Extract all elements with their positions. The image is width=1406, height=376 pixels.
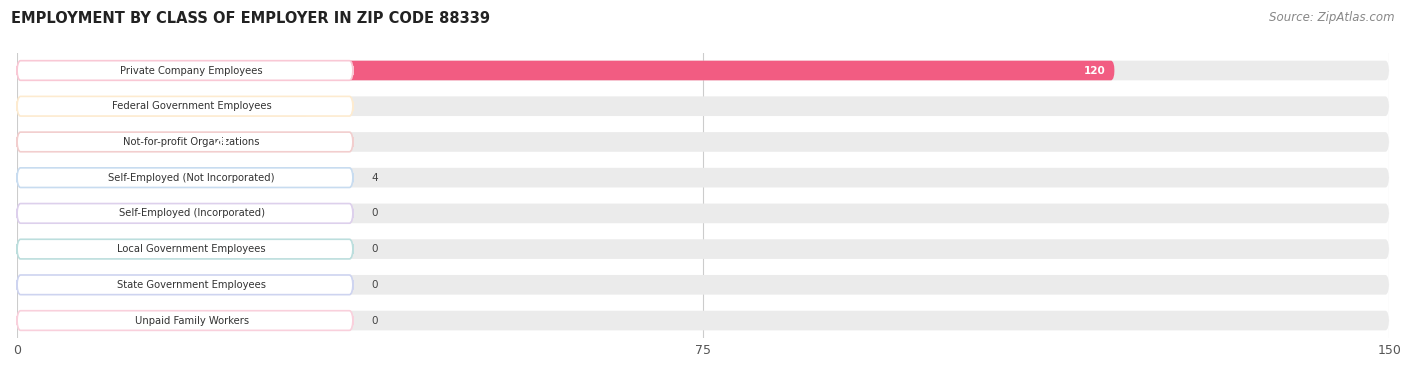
Text: Not-for-profit Organizations: Not-for-profit Organizations xyxy=(124,137,260,147)
Text: Private Company Employees: Private Company Employees xyxy=(121,65,263,76)
FancyBboxPatch shape xyxy=(17,168,1389,188)
FancyBboxPatch shape xyxy=(17,239,1389,259)
Text: Self-Employed (Not Incorporated): Self-Employed (Not Incorporated) xyxy=(108,173,276,183)
FancyBboxPatch shape xyxy=(17,132,236,152)
FancyBboxPatch shape xyxy=(17,132,353,152)
FancyBboxPatch shape xyxy=(17,311,1389,331)
FancyBboxPatch shape xyxy=(17,96,1389,116)
FancyBboxPatch shape xyxy=(17,203,1389,223)
FancyBboxPatch shape xyxy=(17,168,53,188)
FancyBboxPatch shape xyxy=(17,61,1115,80)
FancyBboxPatch shape xyxy=(17,239,353,259)
FancyBboxPatch shape xyxy=(17,203,353,223)
FancyBboxPatch shape xyxy=(17,311,353,331)
Text: Local Government Employees: Local Government Employees xyxy=(117,244,266,254)
FancyBboxPatch shape xyxy=(17,96,353,116)
Text: 0: 0 xyxy=(371,244,378,254)
FancyBboxPatch shape xyxy=(17,61,353,80)
Text: 0: 0 xyxy=(371,208,378,218)
FancyBboxPatch shape xyxy=(17,96,309,116)
FancyBboxPatch shape xyxy=(17,275,1389,295)
FancyBboxPatch shape xyxy=(17,61,1389,80)
FancyBboxPatch shape xyxy=(17,132,1389,152)
FancyBboxPatch shape xyxy=(17,275,353,295)
Text: 0: 0 xyxy=(371,315,378,326)
Text: Federal Government Employees: Federal Government Employees xyxy=(112,101,271,111)
Text: Unpaid Family Workers: Unpaid Family Workers xyxy=(135,315,249,326)
FancyBboxPatch shape xyxy=(17,203,353,223)
Text: 4: 4 xyxy=(371,173,378,183)
FancyBboxPatch shape xyxy=(17,239,353,259)
FancyBboxPatch shape xyxy=(17,275,353,295)
FancyBboxPatch shape xyxy=(17,311,353,331)
Text: State Government Employees: State Government Employees xyxy=(117,280,266,290)
Text: Source: ZipAtlas.com: Source: ZipAtlas.com xyxy=(1270,11,1395,24)
Text: 32: 32 xyxy=(285,101,301,111)
Text: Self-Employed (Incorporated): Self-Employed (Incorporated) xyxy=(118,208,264,218)
Text: 120: 120 xyxy=(1084,65,1105,76)
Text: EMPLOYMENT BY CLASS OF EMPLOYER IN ZIP CODE 88339: EMPLOYMENT BY CLASS OF EMPLOYER IN ZIP C… xyxy=(11,11,491,26)
FancyBboxPatch shape xyxy=(17,168,353,188)
Text: 0: 0 xyxy=(371,280,378,290)
Text: 24: 24 xyxy=(212,137,228,147)
